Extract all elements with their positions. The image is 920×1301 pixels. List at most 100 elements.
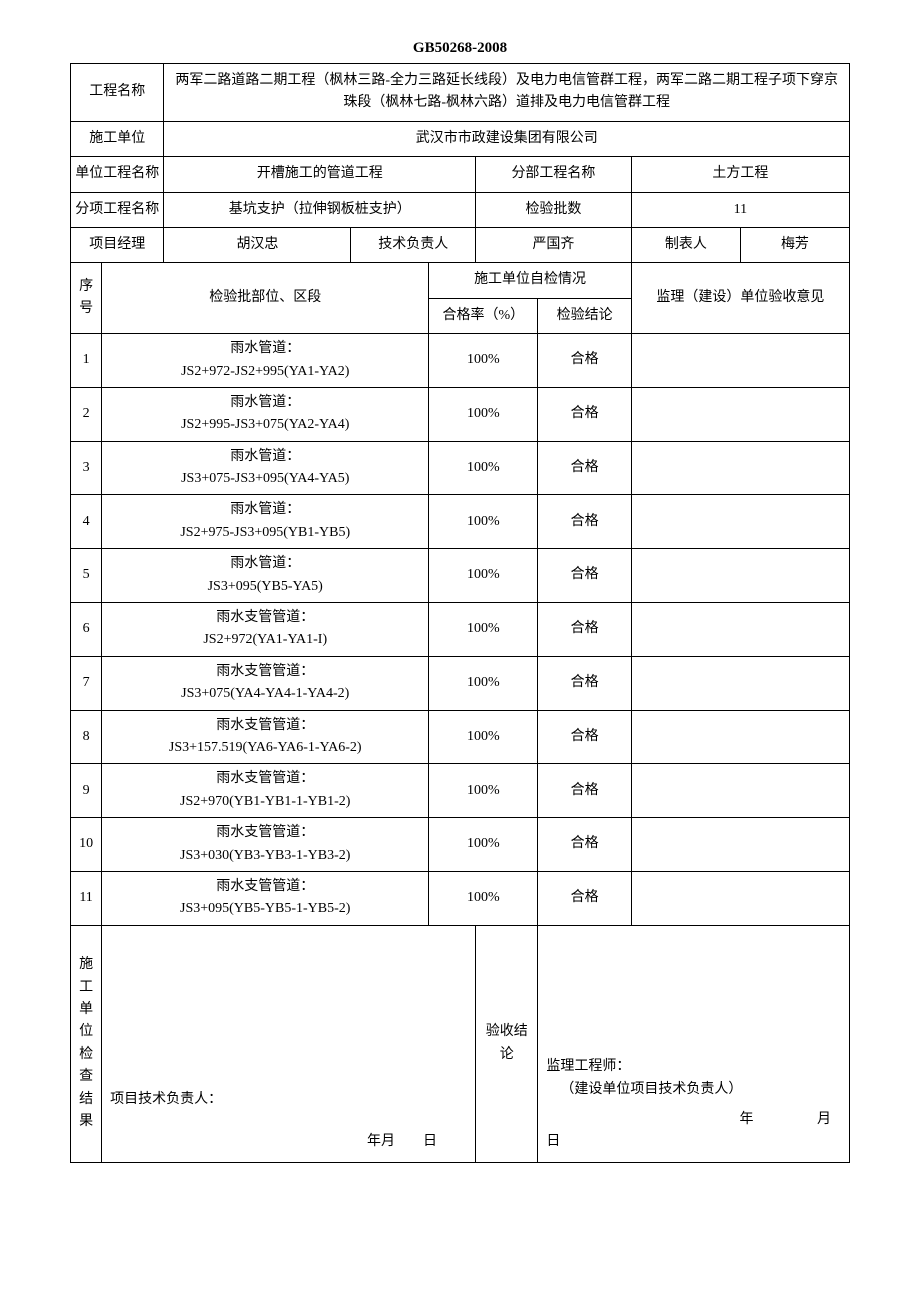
cell-supervisor-opinion	[631, 549, 849, 603]
cell-location: 雨水支管管道：JS3+075(YA4-YA4-1-YA4-2)	[102, 656, 429, 710]
cell-supervisor-opinion	[631, 764, 849, 818]
table-row: 8雨水支管管道：JS3+157.519(YA6-YA6-1-YA6-2)100%…	[71, 710, 850, 764]
footer-right-year: 年	[740, 1112, 754, 1127]
cell-pass-rate: 100%	[429, 441, 538, 495]
cell-location-line2: JS3+030(YB3-YB3-1-YB3-2)	[104, 845, 426, 867]
footer-right-day: 日	[546, 1134, 560, 1149]
th-pass-rate: 合格率（%）	[429, 298, 538, 333]
cell-pass-rate: 100%	[429, 495, 538, 549]
table-row: 6雨水支管管道：JS2+972(YA1-YA1-I)100%合格	[71, 603, 850, 657]
sig-block-contractor: 项目技术负责人： 年月 日	[102, 925, 476, 1162]
cell-location-line1: 雨水支管管道：	[104, 661, 426, 683]
label-pm: 项目经理	[71, 227, 164, 262]
value-batch-count: 11	[631, 192, 849, 227]
cell-location: 雨水支管管道：JS3+030(YB3-YB3-1-YB3-2)	[102, 818, 429, 872]
cell-supervisor-opinion	[631, 603, 849, 657]
value-sub-proj: 土方工程	[631, 157, 849, 192]
cell-conclusion: 合格	[538, 334, 631, 388]
cell-location-line1: 雨水支管管道：	[104, 607, 426, 629]
value-contractor: 武汉市市政建设集团有限公司	[164, 121, 850, 156]
cell-location-line2: JS2+972-JS2+995(YA1-YA2)	[104, 361, 426, 383]
cell-location-line2: JS3+095(YB5-YB5-1-YB5-2)	[104, 898, 426, 920]
label-preparer: 制表人	[631, 227, 740, 262]
cell-seq: 6	[71, 603, 102, 657]
cell-location-line2: JS2+975-JS3+095(YB1-YB5)	[104, 522, 426, 544]
label-batch-count: 检验批数	[476, 192, 632, 227]
cell-location-line1: 雨水管道：	[104, 446, 426, 468]
footer-right-line1: 监理工程师：	[546, 1056, 841, 1078]
cell-location: 雨水支管管道：JS2+970(YB1-YB1-1-YB1-2)	[102, 764, 429, 818]
value-tech-lead: 严国齐	[476, 227, 632, 262]
value-unit-proj: 开槽施工的管道工程	[164, 157, 476, 192]
table-row: 7雨水支管管道：JS3+075(YA4-YA4-1-YA4-2)100%合格	[71, 656, 850, 710]
label-tech-lead: 技术负责人	[351, 227, 476, 262]
cell-location-line2: JS2+972(YA1-YA1-I)	[104, 629, 426, 651]
sig-block-supervisor: 监理工程师： （建设单位项目技术负责人） 年 月 日	[538, 925, 850, 1162]
cell-pass-rate: 100%	[429, 549, 538, 603]
table-row: 4雨水管道：JS2+975-JS3+095(YB1-YB5)100%合格	[71, 495, 850, 549]
cell-supervisor-opinion	[631, 656, 849, 710]
table-row: 2雨水管道：JS2+995-JS3+075(YA2-YA4)100%合格	[71, 387, 850, 441]
cell-location-line1: 雨水管道：	[104, 338, 426, 360]
cell-seq: 1	[71, 334, 102, 388]
cell-pass-rate: 100%	[429, 387, 538, 441]
cell-conclusion: 合格	[538, 495, 631, 549]
th-self-check: 施工单位自检情况	[429, 263, 632, 298]
cell-seq: 8	[71, 710, 102, 764]
cell-supervisor-opinion	[631, 495, 849, 549]
value-preparer: 梅芳	[740, 227, 849, 262]
cell-location: 雨水管道：JS2+995-JS3+075(YA2-YA4)	[102, 387, 429, 441]
cell-location: 雨水管道：JS2+972-JS2+995(YA1-YA2)	[102, 334, 429, 388]
cell-location-line2: JS3+075-JS3+095(YA4-YA5)	[104, 468, 426, 490]
cell-location: 雨水支管管道：JS2+972(YA1-YA1-I)	[102, 603, 429, 657]
label-project-name: 工程名称	[71, 64, 164, 122]
cell-supervisor-opinion	[631, 387, 849, 441]
cell-location-line1: 雨水管道：	[104, 499, 426, 521]
cell-location: 雨水管道：JS3+095(YB5-YA5)	[102, 549, 429, 603]
value-pm: 胡汉忠	[164, 227, 351, 262]
cell-conclusion: 合格	[538, 441, 631, 495]
footer-mid-label: 验收结论	[486, 1024, 528, 1061]
cell-supervisor-opinion	[631, 334, 849, 388]
label-unit-proj: 单位工程名称	[71, 157, 164, 192]
cell-seq: 4	[71, 495, 102, 549]
cell-location: 雨水管道：JS3+075-JS3+095(YA4-YA5)	[102, 441, 429, 495]
cell-conclusion: 合格	[538, 603, 631, 657]
label-item-proj: 分项工程名称	[71, 192, 164, 227]
table-row: 11雨水支管管道：JS3+095(YB5-YB5-1-YB5-2)100%合格	[71, 871, 850, 925]
footer-right-month: 月	[817, 1112, 831, 1127]
footer-left-sig-label: 项目技术负责人：	[110, 1092, 222, 1107]
cell-conclusion: 合格	[538, 656, 631, 710]
form-table: 工程名称 两军二路道路二期工程（枫林三路-全力三路延长线段）及电力电信管群工程，…	[70, 63, 850, 1163]
table-row: 5雨水管道：JS3+095(YB5-YA5)100%合格	[71, 549, 850, 603]
cell-location-line1: 雨水支管管道：	[104, 715, 426, 737]
cell-seq: 10	[71, 818, 102, 872]
cell-seq: 5	[71, 549, 102, 603]
value-project-name: 两军二路道路二期工程（枫林三路-全力三路延长线段）及电力电信管群工程，两军二路二…	[164, 64, 850, 122]
cell-pass-rate: 100%	[429, 603, 538, 657]
table-row: 10雨水支管管道：JS3+030(YB3-YB3-1-YB3-2)100%合格	[71, 818, 850, 872]
cell-location: 雨水管道：JS2+975-JS3+095(YB1-YB5)	[102, 495, 429, 549]
cell-location-line2: JS3+095(YB5-YA5)	[104, 576, 426, 598]
footer-right-line2: （建设单位项目技术负责人）	[546, 1079, 841, 1101]
label-contractor-check-result: 施工单位检查结果	[71, 925, 102, 1162]
cell-location: 雨水支管管道：JS3+095(YB5-YB5-1-YB5-2)	[102, 871, 429, 925]
th-location: 检验批部位、区段	[102, 263, 429, 334]
cell-conclusion: 合格	[538, 387, 631, 441]
cell-seq: 7	[71, 656, 102, 710]
cell-supervisor-opinion	[631, 818, 849, 872]
cell-supervisor-opinion	[631, 710, 849, 764]
cell-conclusion: 合格	[538, 710, 631, 764]
th-supervisor-opinion: 监理（建设）单位验收意见	[631, 263, 849, 334]
cell-location-line1: 雨水管道：	[104, 392, 426, 414]
cell-seq: 3	[71, 441, 102, 495]
value-item-proj: 基坑支护（拉伸钢板桩支护）	[164, 192, 476, 227]
cell-seq: 9	[71, 764, 102, 818]
cell-location-line1: 雨水支管管道：	[104, 876, 426, 898]
table-row: 1雨水管道：JS2+972-JS2+995(YA1-YA2)100%合格	[71, 334, 850, 388]
cell-location-line2: JS3+157.519(YA6-YA6-1-YA6-2)	[104, 737, 426, 759]
cell-location-line1: 雨水支管管道：	[104, 822, 426, 844]
cell-pass-rate: 100%	[429, 818, 538, 872]
cell-supervisor-opinion	[631, 871, 849, 925]
label-contractor: 施工单位	[71, 121, 164, 156]
